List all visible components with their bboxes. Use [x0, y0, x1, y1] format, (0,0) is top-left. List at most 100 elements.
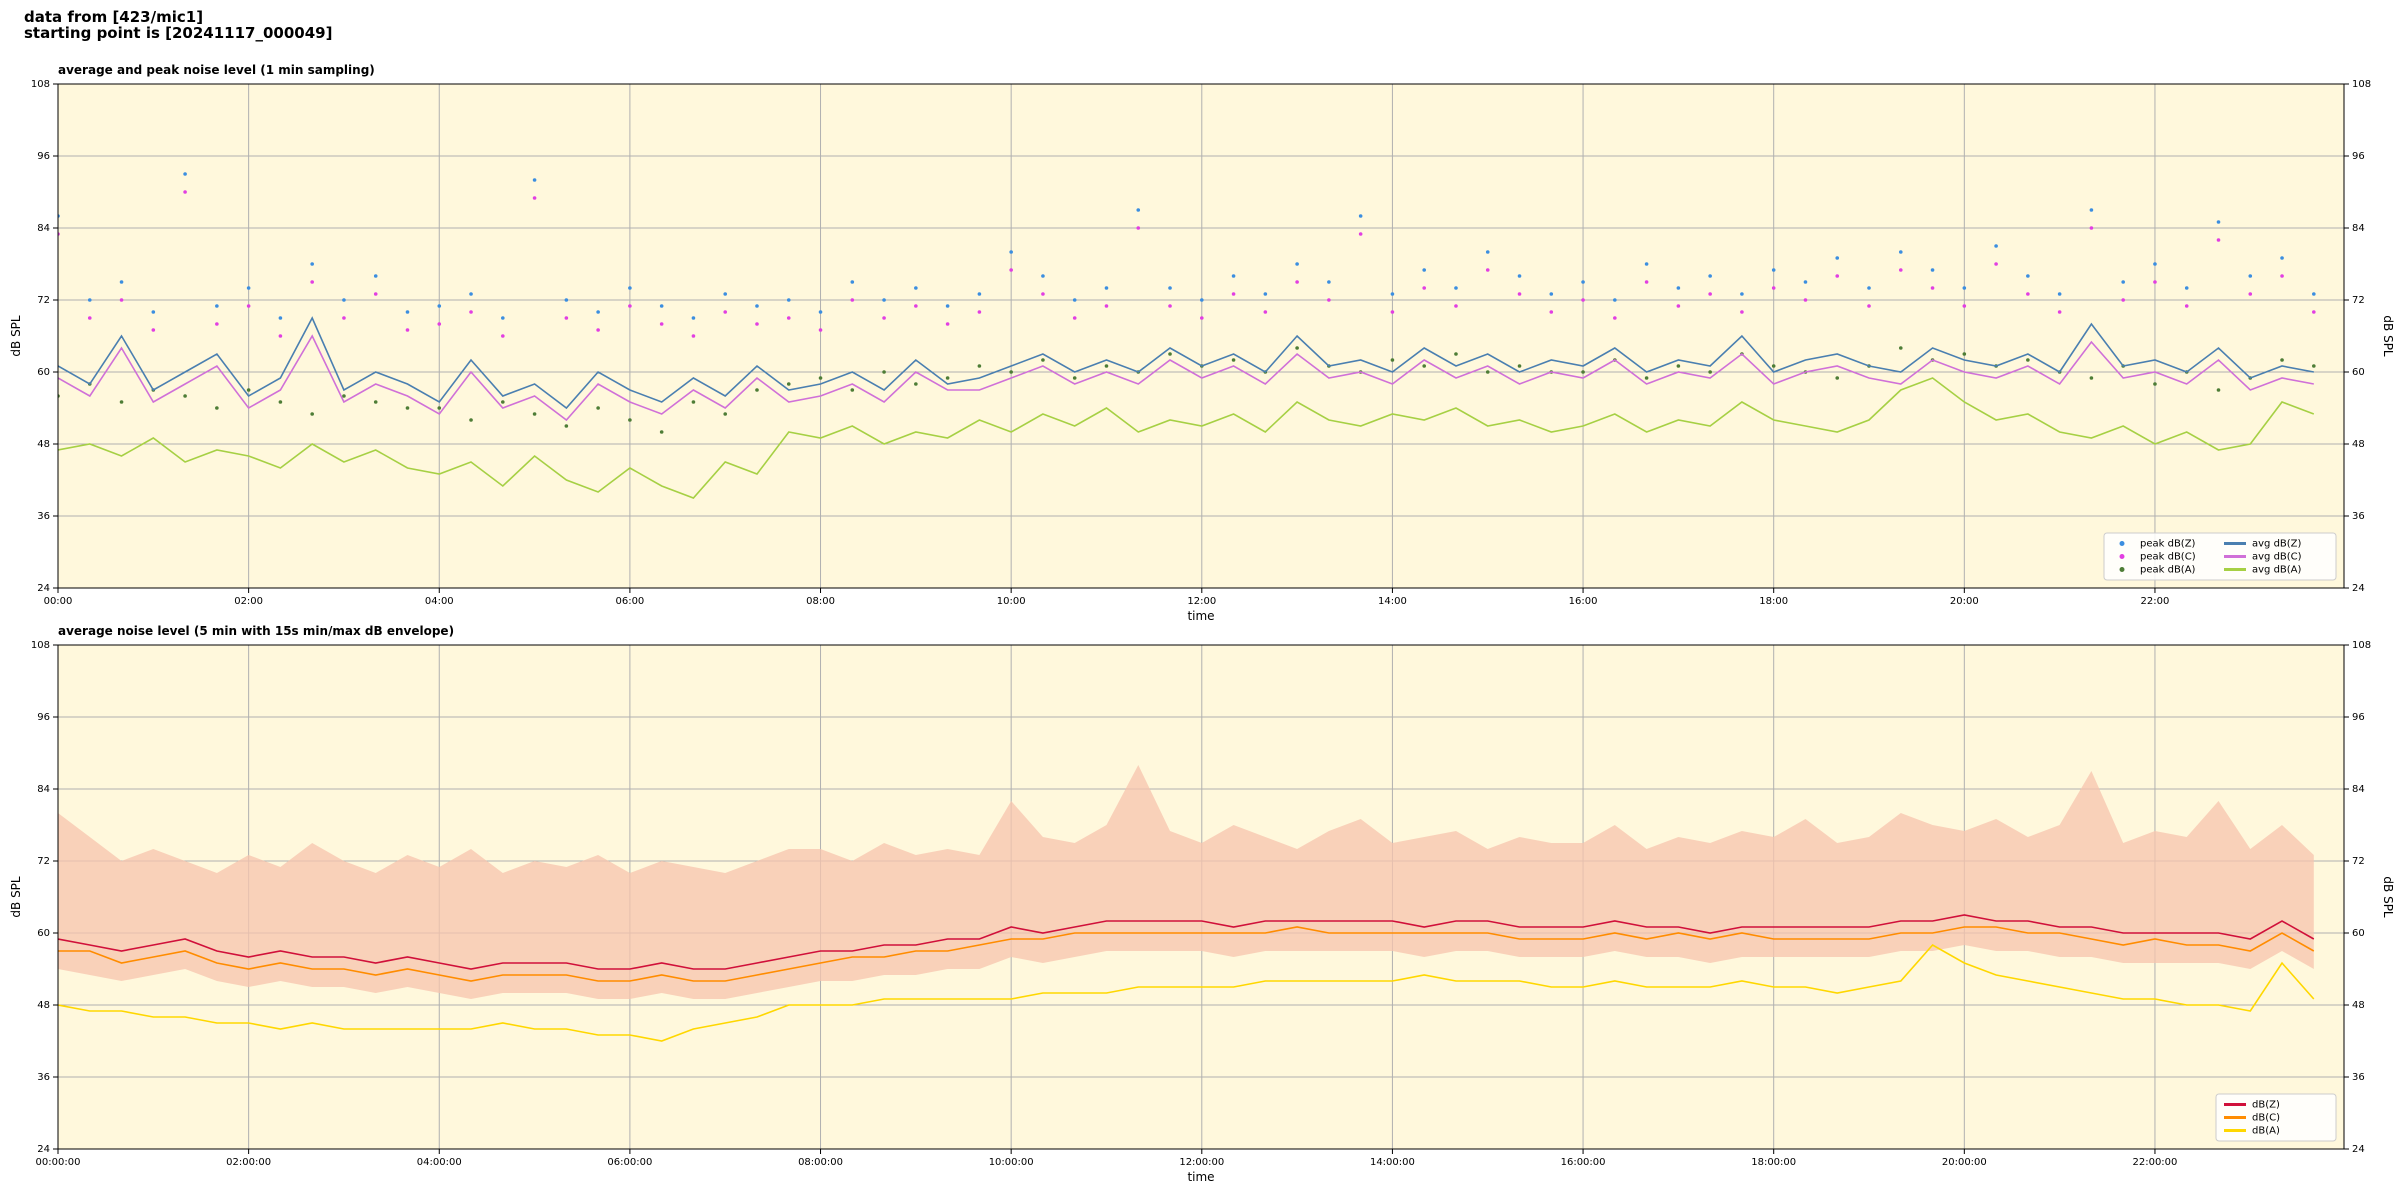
peak-point — [850, 280, 855, 284]
legend-label: avg dB(A) — [2252, 565, 2302, 576]
peak-point — [215, 304, 219, 308]
y-tick-label: 84 — [37, 784, 50, 795]
peak-point — [691, 334, 696, 338]
peak-point — [564, 298, 569, 302]
y2-axis-label: dB SPL — [2381, 315, 2395, 357]
peak-point — [1072, 376, 1077, 380]
x-tick-label: 10:00 — [997, 596, 1026, 607]
peak-point — [1104, 286, 1109, 290]
peak-point — [1454, 286, 1458, 290]
peak-point — [532, 412, 537, 416]
peak-point — [945, 376, 950, 380]
peak-point — [1708, 274, 1712, 278]
peak-point — [501, 400, 505, 404]
x-tick-label: 20:00 — [1950, 596, 1979, 607]
peak-point — [215, 406, 219, 410]
peak-point — [1835, 376, 1840, 380]
peak-point — [1327, 298, 1331, 302]
peak-point — [1485, 250, 1490, 254]
peak-point — [2153, 382, 2157, 386]
peak-point — [2280, 274, 2284, 278]
peak-point — [2312, 364, 2316, 368]
peak-point — [914, 382, 918, 386]
peak-point — [2153, 280, 2157, 284]
peak-point — [2089, 226, 2094, 230]
peak-point — [882, 370, 886, 374]
x-tick-label: 22:00 — [2141, 596, 2170, 607]
peak-point — [1041, 358, 1045, 362]
peak-point — [2153, 262, 2157, 266]
legend-label: dB(Z) — [2252, 1100, 2280, 1111]
peak-point — [246, 304, 251, 308]
legend-label: peak dB(A) — [2140, 565, 2196, 576]
peak-point — [1549, 310, 1554, 314]
peak-point — [119, 298, 124, 302]
peak-point — [373, 400, 378, 404]
legend-marker — [2119, 541, 2125, 546]
peak-point — [977, 292, 982, 296]
peak-point — [1263, 310, 1268, 314]
peak-point — [1517, 274, 1522, 278]
peak-point — [373, 292, 378, 296]
peak-point — [977, 310, 982, 314]
y-axis-label: dB SPL — [9, 876, 23, 918]
peak-point — [1168, 286, 1172, 290]
peak-point — [87, 316, 92, 320]
x-tick-label: 00:00 — [44, 596, 73, 607]
peak-point — [1009, 250, 1013, 254]
peak-point — [2089, 376, 2094, 380]
peak-point — [564, 424, 569, 428]
peak-point — [1009, 370, 1013, 374]
peak-point — [1644, 262, 1649, 266]
peak-point — [532, 178, 537, 182]
peak-point — [1644, 376, 1649, 380]
peak-point — [278, 334, 283, 338]
x-tick-label: 08:00 — [806, 596, 835, 607]
header-line: data from [423/mic1] — [24, 8, 203, 26]
peak-point — [723, 412, 728, 416]
peak-point — [1422, 268, 1426, 272]
peak-point — [2312, 292, 2316, 296]
plot-frame — [57, 83, 2345, 589]
x-tick-label: 14:00:00 — [1370, 1157, 1415, 1168]
peak-point — [119, 280, 124, 284]
peak-point — [1454, 352, 1458, 356]
x-tick-label: 02:00 — [234, 596, 263, 607]
y-tick-label: 96 — [37, 151, 50, 162]
legend-label: peak dB(C) — [2140, 552, 2196, 563]
x-tick-label: 02:00:00 — [226, 1157, 271, 1168]
x-tick-label: 16:00 — [1569, 596, 1598, 607]
peak-point — [1072, 316, 1077, 320]
legend-label: avg dB(C) — [2252, 552, 2302, 563]
x-tick-label: 06:00 — [615, 596, 644, 607]
y-tick-label: 108 — [31, 640, 50, 651]
peak-point — [1898, 268, 1903, 272]
peak-point — [1581, 280, 1585, 284]
peak-point — [1581, 298, 1585, 302]
peak-point — [945, 304, 950, 308]
y2-tick-label: 36 — [2352, 1072, 2365, 1083]
x-axis-label: time — [1187, 609, 1214, 623]
peak-point — [1962, 286, 1967, 290]
peak-point — [1549, 292, 1554, 296]
peak-point — [659, 430, 664, 434]
peak-point — [405, 406, 410, 410]
chart: 00:00:00 02:00:00 04:00:00 06:00:00 08:00:00… — [9, 624, 2395, 1184]
y2-tick-label: 60 — [2352, 367, 2365, 378]
peak-point — [1898, 346, 1903, 350]
peak-point — [469, 292, 473, 296]
peak-point — [1199, 298, 1204, 302]
peak-point — [818, 376, 823, 380]
chart-title: average noise level (5 min with 15s min/… — [58, 624, 454, 638]
peak-point — [1422, 286, 1426, 290]
peak-point — [469, 418, 473, 422]
peak-point — [2057, 292, 2062, 296]
peak-point — [1994, 244, 1998, 248]
peak-point — [882, 298, 886, 302]
peak-point — [1168, 304, 1172, 308]
y-tick-label: 108 — [31, 79, 50, 90]
y-tick-label: 72 — [37, 856, 50, 867]
legend-label: dB(A) — [2252, 1126, 2280, 1137]
peak-point — [437, 406, 442, 410]
